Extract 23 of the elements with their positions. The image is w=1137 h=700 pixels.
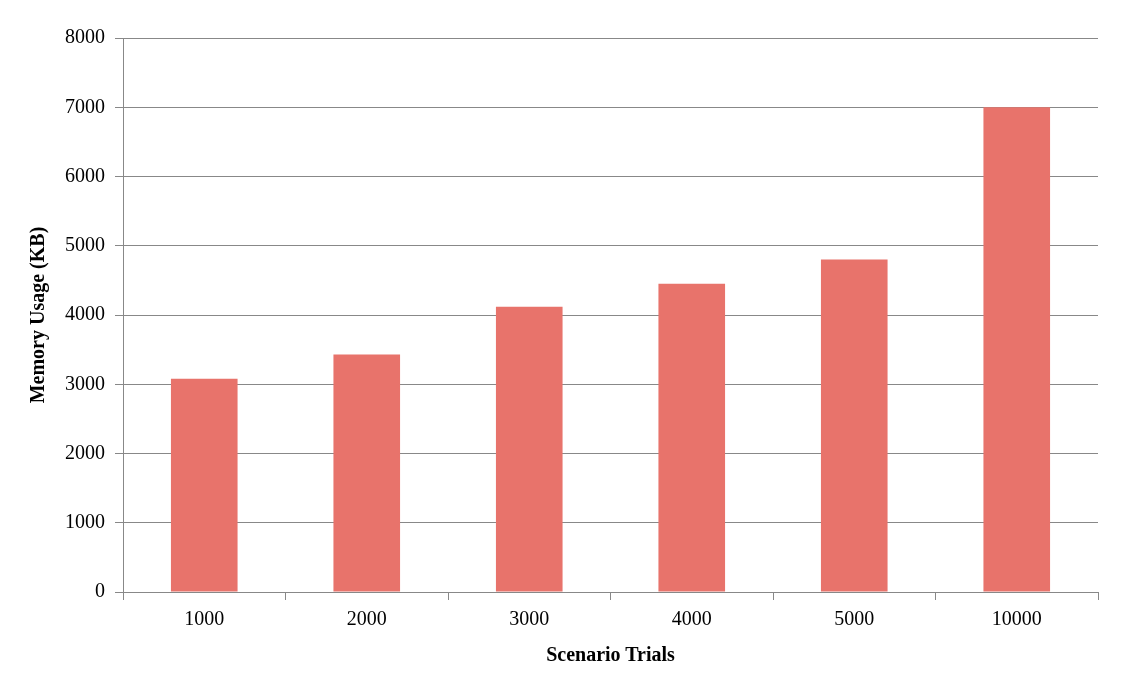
bar (333, 354, 401, 592)
x-axis-title: Scenario Trials (546, 643, 676, 666)
y-tick-label: 0 (95, 579, 105, 602)
bar (495, 306, 563, 592)
y-tick-label: 4000 (65, 302, 105, 325)
x-tick-label: 10000 (991, 607, 1042, 630)
y-tick-label: 6000 (65, 163, 105, 186)
bar (170, 378, 238, 592)
y-tick-label: 3000 (65, 371, 105, 394)
y-tick-label: 8000 (65, 25, 105, 48)
x-tick-label: 3000 (509, 607, 550, 630)
y-tick-label: 7000 (65, 94, 105, 117)
y-tick-label: 5000 (65, 233, 105, 255)
x-tick-label: 5000 (834, 607, 875, 630)
y-tick-label: 1000 (65, 510, 105, 532)
y-axis-title: Memory Usage (KB) (26, 226, 50, 404)
x-tick-label: 2000 (346, 607, 387, 630)
x-tick-label: 1000 (184, 607, 225, 630)
bar (820, 259, 888, 592)
bar (983, 107, 1051, 592)
x-tick-label: 4000 (671, 607, 712, 630)
y-tick-label: 2000 (65, 440, 105, 463)
bar (658, 283, 726, 592)
